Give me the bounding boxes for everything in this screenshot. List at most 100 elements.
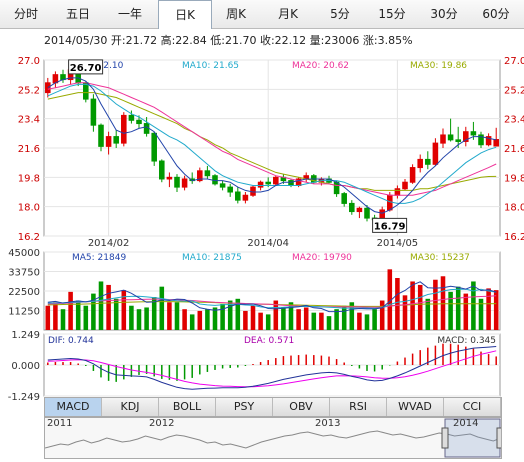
period-tab[interactable]: 日K [158, 0, 212, 29]
navigator-year-label: 2012 [149, 418, 175, 429]
volume-bar [372, 309, 377, 330]
volume-bar [91, 293, 96, 330]
candle-body [90, 98, 97, 126]
period-tab[interactable]: 一年 [117, 7, 142, 21]
period-tab[interactable]: 月K [278, 7, 298, 21]
volume-bar [326, 316, 332, 330]
candle-body [356, 207, 363, 213]
candle-body [257, 181, 264, 188]
indicator-tab[interactable]: CCI [444, 398, 501, 416]
period-tab[interactable]: 五日 [65, 7, 90, 21]
period-tab[interactable]: 60分 [482, 7, 510, 21]
y-tick-label: 11250 [8, 307, 40, 318]
range-navigator[interactable]: 2011 2012 2013 2014 [44, 417, 502, 459]
y-tick-label: 25.2 [18, 85, 40, 96]
indicator-tab[interactable]: KDJ [102, 398, 159, 416]
volume-bar [493, 290, 499, 330]
y-tick-label: 18.0 [18, 203, 40, 214]
candle-body [273, 176, 279, 185]
period-tab-bar: 分时 五日 一年 日K 周K 月K 5分 15分 30分 60分 [0, 0, 524, 29]
volume-bar [121, 290, 127, 330]
y-tick-label: 19.8 [18, 173, 40, 184]
candle-body [394, 188, 401, 196]
candle-body [265, 181, 271, 185]
volume-bar [235, 298, 241, 330]
vol-ma5-line [47, 281, 497, 313]
volume-bar [136, 309, 142, 330]
candle-body [166, 176, 173, 180]
volume-bar [311, 312, 317, 330]
volume-bar [417, 284, 423, 330]
indicator-tab[interactable]: PSY [216, 398, 273, 416]
volume-bar [227, 300, 233, 330]
candle-body [485, 136, 492, 146]
x-tick-label: 2014/05 [377, 238, 419, 249]
volume-bar [258, 312, 263, 330]
period-tab[interactable]: 分时 [13, 7, 38, 21]
candle-body [143, 123, 150, 134]
y-tick-label-right: 21.6 [504, 144, 524, 155]
candle-body [447, 134, 454, 141]
volume-bar [379, 300, 385, 330]
period-tab[interactable]: 周K [226, 7, 246, 21]
candle-body [128, 114, 135, 121]
high-annotation: 26.70 [70, 63, 102, 74]
candle-body [136, 119, 142, 125]
navigator-price-line [45, 430, 501, 449]
vol-legend-ma10: MA10: 21875 [182, 253, 242, 263]
indicator-tab[interactable]: WVAD [387, 398, 444, 416]
y-tick-label-right: 25.2 [504, 85, 524, 96]
indicator-tab-bar: MACD KDJ BOLL PSY OBV RSI WVAD CCI [44, 397, 502, 417]
legend-ma20: MA20: 20.62 [292, 61, 349, 71]
ma10-line [47, 83, 497, 204]
indicator-tab[interactable]: MACD [45, 398, 102, 416]
volume-bar [159, 286, 165, 330]
y-tick-label: 16.2 [18, 232, 40, 243]
vol-legend-ma5: MA5: 21849 [72, 253, 126, 263]
candle-body [197, 170, 203, 182]
volume-bar [319, 312, 324, 330]
candle-body [98, 124, 104, 147]
candle-body [174, 176, 180, 188]
volume-bar [174, 302, 180, 330]
candle-body [493, 139, 499, 147]
candle-body [409, 167, 416, 183]
indicator-tab[interactable]: OBV [273, 398, 330, 416]
volume-bar [197, 310, 203, 330]
volume-bar [243, 310, 248, 330]
dif-line [47, 346, 497, 390]
period-tab[interactable]: 5分 [330, 7, 350, 21]
y-tick-label: 45000 [8, 248, 40, 259]
legend-ma10: MA10: 21.65 [182, 61, 239, 71]
period-tab[interactable]: 30分 [430, 7, 458, 21]
y-tick-label-right: 23.4 [504, 115, 524, 126]
candle-body [402, 181, 408, 190]
ma5-line [47, 77, 497, 214]
volume-bar [273, 300, 279, 330]
legend-dif: DIF: 0.744 [48, 336, 94, 346]
candle-body [151, 132, 157, 162]
navigator-left-handle[interactable] [441, 427, 449, 449]
navigator-year-label: 2013 [315, 418, 341, 429]
volume-bar [448, 291, 453, 330]
x-tick-label: 2014/04 [247, 238, 289, 249]
candle-body [425, 158, 431, 165]
volume-bar [182, 309, 187, 330]
volume-bar [296, 309, 301, 330]
volume-bar [75, 300, 81, 330]
volume-bar [205, 309, 210, 330]
period-tab[interactable]: 15分 [378, 7, 406, 21]
ma30-line [47, 92, 497, 191]
indicator-tab[interactable]: RSI [330, 398, 387, 416]
navigator-right-handle[interactable] [496, 427, 501, 449]
legend-dea: DEA: 0.571 [244, 336, 294, 346]
candle-body [121, 114, 127, 144]
candle-body [235, 191, 241, 201]
volume-bar [281, 307, 286, 330]
candle-body [105, 136, 112, 147]
candle-body [45, 82, 51, 94]
y-tick-label: 22500 [8, 287, 40, 298]
indicator-tab[interactable]: BOLL [159, 398, 216, 416]
ohlc-info-line: 2014/05/30 开:21.72 高:22.84 低:21.70 收:22.… [44, 34, 413, 47]
candle-body [341, 193, 347, 204]
